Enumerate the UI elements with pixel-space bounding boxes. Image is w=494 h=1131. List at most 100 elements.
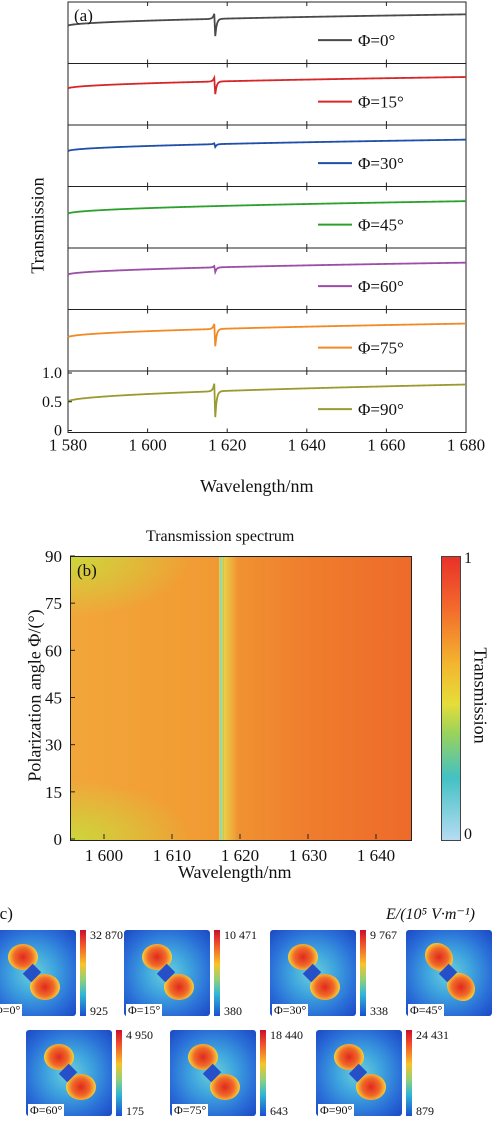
field-map-phi-label: Φ=0° — [0, 1004, 23, 1017]
panel-c-label: (c) — [0, 904, 13, 923]
y-tick-label: 15 — [45, 783, 62, 802]
field-map: Φ=75° 18 440 643 — [170, 1028, 320, 1126]
heatmap-base — [71, 557, 411, 840]
field-map-min-label: 643 — [270, 1104, 288, 1118]
field-map-max-label: 4 950 — [126, 1028, 153, 1042]
panel-a-x-axis-label: Wavelength/nm — [200, 476, 314, 496]
heatmap-resonance-shoulder — [224, 557, 238, 840]
panel-b-axes: 1 600 1 610 1 620 1 630 1 640 0 15 30 45 60 75 90 — [45, 547, 395, 865]
legend-label: Φ=90° — [358, 400, 404, 419]
x-tick-label: 1 600 — [85, 846, 123, 865]
legend-label: Φ=60° — [358, 277, 404, 296]
field-map-max-label: 10 471 — [224, 928, 257, 942]
panel-a-y-axis-label: Transmission — [27, 177, 48, 274]
panel-b: Transmission spectrum (b) 1 600 1 610 1 62… — [0, 520, 494, 890]
panel-b-title: Transmission spectrum — [146, 528, 295, 545]
field-map-colorbar — [80, 930, 86, 1016]
panel-a-subplot-frame — [67, 63, 467, 126]
x-tick-label: 1 640 — [357, 846, 395, 865]
field-map-colorbar — [214, 930, 220, 1016]
field-map-image — [316, 1030, 402, 1116]
x-tick-label: 1 580 — [49, 436, 87, 455]
panel-a-subplot-frame — [67, 247, 467, 310]
panel-a-subplot-frame — [67, 124, 467, 187]
field-map-phi-label: Φ=30° — [272, 1003, 309, 1017]
panel-a: Φ=0° Φ=15° Φ=30° Φ=45° Φ=60° Φ=75° Φ=90° 0 0.5 1.… — [0, 0, 494, 500]
field-map-image — [406, 930, 492, 1016]
legend-label: Φ=15° — [358, 93, 404, 112]
series-line — [67, 383, 467, 418]
colorbar-title: Transmission — [470, 647, 491, 744]
x-tick-label: 1 620 — [221, 846, 259, 865]
field-map-colorbar — [406, 1030, 412, 1116]
field-map-min-label: 338 — [370, 1004, 388, 1018]
field-map-phi-label: Φ=45° — [408, 1003, 445, 1017]
panel-a-subplot-frame — [67, 1, 467, 64]
field-map-image — [26, 1030, 112, 1116]
legend-label: Φ=0° — [358, 31, 395, 50]
x-tick-label: 1 630 — [289, 846, 327, 865]
field-map-max-label: 32 870 — [90, 928, 123, 942]
field-map: Φ=30° 9 767 338 — [270, 928, 420, 1026]
field-map-phi-label: Φ=60° — [28, 1103, 65, 1117]
field-map-max-label: 24 431 — [416, 1028, 449, 1042]
field-map-phi-label: Φ=75° — [172, 1103, 209, 1117]
panel-b-y-axis-label: Polarization angle Φ/(°) — [24, 609, 45, 782]
field-map-colorbar — [116, 1030, 122, 1116]
panel-a-subplot-frame — [67, 186, 467, 249]
x-tick-label: 1 610 — [153, 846, 191, 865]
field-map-max-label: 18 440 — [270, 1028, 303, 1042]
x-tick-label: 1 680 — [447, 436, 485, 455]
series-line — [67, 261, 467, 276]
colorbar-max-label: 1 — [464, 550, 472, 567]
legend-label: Φ=30° — [358, 154, 404, 173]
field-map-max-label: 9 767 — [370, 928, 397, 942]
y-tick-label: 0.5 — [42, 394, 62, 411]
series-line — [67, 138, 467, 152]
x-tick-label: 1 660 — [367, 436, 405, 455]
y-tick-label: 0 — [54, 423, 62, 440]
field-map: Φ=45° — [406, 930, 494, 1026]
series-line — [67, 13, 467, 37]
panel-c: (c) E/(10⁵ V·m⁻¹) Φ=0° 32 870 925 Φ=15° 10 4… — [0, 900, 494, 1131]
panel-b-x-axis-label: Wavelength/nm — [178, 862, 292, 882]
panel-b-label: (b) — [77, 561, 97, 580]
series-line — [67, 322, 467, 347]
x-tick-label: 1 620 — [208, 436, 246, 455]
panel-a-subplot-frame — [67, 370, 467, 433]
y-tick-label: 60 — [45, 641, 62, 660]
legend-label: Φ=75° — [358, 339, 404, 358]
panel-c-unit-label: E/(10⁵ V·m⁻¹) — [386, 906, 476, 923]
legend-label: Φ=45° — [358, 216, 404, 235]
y-tick-label: 45 — [45, 689, 62, 708]
panel-b-colorbar — [441, 556, 461, 841]
panel-a-subplot-frame — [67, 309, 467, 372]
y-tick-label: 30 — [45, 736, 62, 755]
field-map-min-label: 925 — [90, 1004, 108, 1018]
field-map: Φ=15° 10 471 380 — [124, 928, 274, 1026]
field-map-phi-label: Φ=90° — [318, 1103, 355, 1117]
field-map-image — [270, 930, 356, 1016]
field-map-colorbar — [260, 1030, 266, 1116]
field-map: Φ=60° 4 950 175 — [26, 1028, 176, 1126]
y-tick-label: 0 — [54, 830, 63, 849]
y-tick-label: 75 — [45, 594, 62, 613]
field-map-min-label: 380 — [224, 1004, 242, 1018]
colorbar-min-label: 0 — [464, 826, 472, 843]
field-map-min-label: 175 — [126, 1104, 144, 1118]
panel-a-label: (a) — [74, 6, 93, 25]
series-line — [67, 74, 467, 95]
field-map-min-label: 879 — [416, 1104, 434, 1118]
panel-b-heatmap: (b) — [70, 556, 412, 841]
panel-a-chart: Φ=0° Φ=15° Φ=30° Φ=45° Φ=60° Φ=75° Φ=90° 0 0.5 1.… — [42, 1, 485, 455]
y-tick-label: 1.0 — [42, 365, 62, 382]
heatmap-resonance-line — [219, 557, 224, 840]
field-map-colorbar — [360, 930, 366, 1016]
field-map: Φ=90° 24 431 879 — [316, 1028, 466, 1126]
series-line — [67, 200, 467, 215]
field-map: Φ=0° 32 870 925 — [0, 928, 140, 1026]
field-map-phi-label: Φ=15° — [126, 1003, 163, 1017]
x-tick-label: 1 640 — [288, 436, 326, 455]
field-map-image — [0, 930, 76, 1016]
field-map-image — [170, 1030, 256, 1116]
